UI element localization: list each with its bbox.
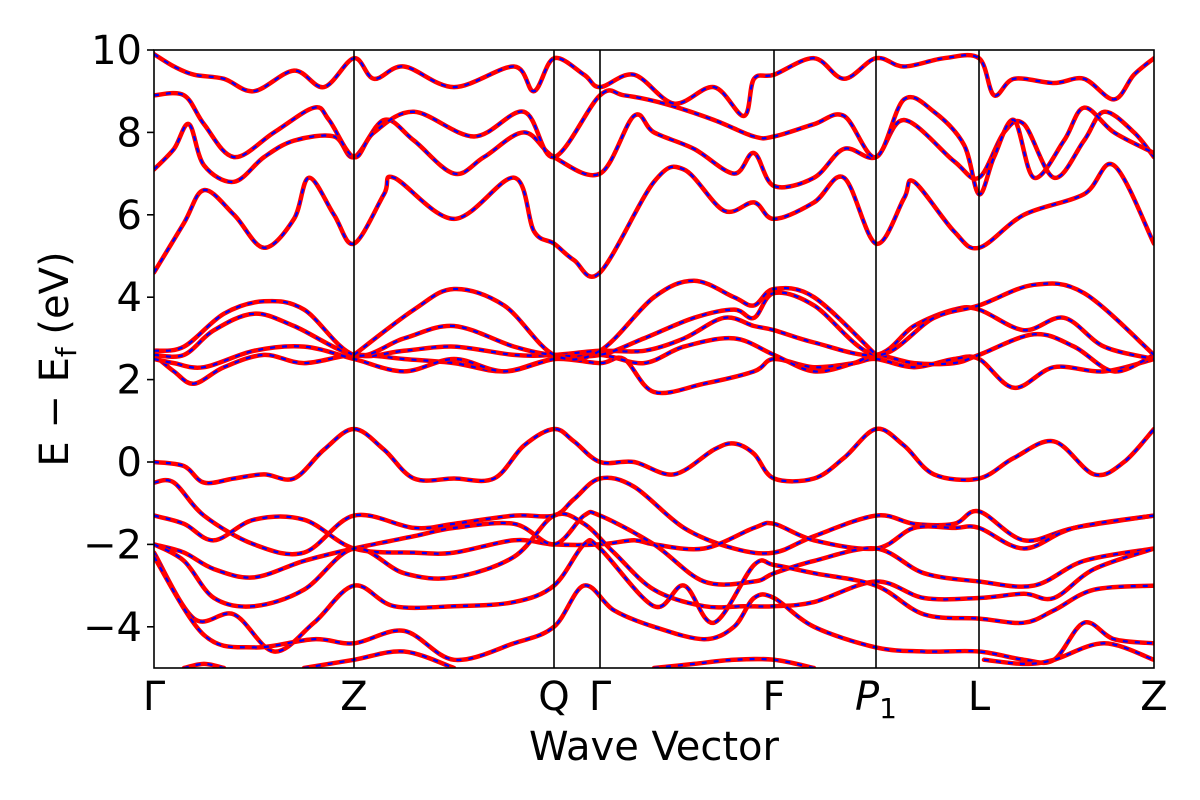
band-15-solid [154, 554, 1154, 666]
x-axis-title: Wave Vector [529, 724, 780, 770]
band-11-solid [154, 513, 1154, 556]
high-symmetry-lines [353, 50, 980, 668]
plot-frame [153, 49, 1155, 669]
band-1-solid [154, 109, 1154, 190]
y-tick-label-7: 10 [91, 28, 142, 74]
x-tick-label-0: Γ [143, 674, 166, 720]
y-tick-label-6: 8 [117, 110, 142, 156]
band-5-dashed [154, 333, 1154, 373]
x-axis: Γ Z Q Γ F P1 L Z [143, 674, 1168, 725]
band-15-dashed [154, 556, 1154, 664]
band-11-dashed [154, 514, 1154, 555]
x-tick-label-2: Q [538, 674, 569, 720]
band-9-dashed [154, 427, 1154, 485]
y-tick-label-5: 6 [117, 193, 142, 239]
x-tick-label-1: Z [340, 674, 367, 720]
x-tick-label-6: L [968, 674, 991, 720]
y-tick-label-2: 0 [117, 440, 142, 486]
band-7-dashed [154, 282, 1154, 358]
band-10-dashed [154, 476, 1154, 556]
band-12-dashed [154, 510, 1154, 588]
band-3-dashed [154, 53, 1154, 117]
band-3-solid [154, 51, 1154, 119]
band-13-dashed [154, 512, 1154, 609]
x-tick-label-3: Γ [589, 674, 612, 720]
band-lines [154, 51, 1154, 668]
band-16-dashed [303, 650, 455, 668]
band-0-dashed [154, 162, 1154, 278]
band-17-dashed [183, 662, 225, 668]
band-12-solid [154, 509, 1154, 589]
y-axis-title: E − Ef (eV) [32, 251, 83, 466]
x-tick-label-5: P1 [855, 674, 897, 725]
x-tick-label-4: F [762, 674, 785, 720]
y-tick-label-3: 2 [117, 358, 142, 404]
band-2-dashed [154, 89, 1154, 196]
band-5-solid [154, 331, 1154, 374]
band-19-dashed [983, 642, 1154, 666]
band-18-dashed [653, 657, 815, 668]
x-tick-label-7: Z [1140, 674, 1167, 720]
y-tick-label-4: 4 [117, 275, 142, 321]
band-9-solid [154, 426, 1154, 486]
band-1-dashed [154, 110, 1154, 189]
y-tick-label-0: −4 [83, 605, 142, 651]
y-axis: −4 −2 0 2 4 6 8 10 [83, 28, 154, 651]
band-6-dashed [154, 306, 1154, 361]
y-tick-label-1: −2 [83, 522, 142, 568]
